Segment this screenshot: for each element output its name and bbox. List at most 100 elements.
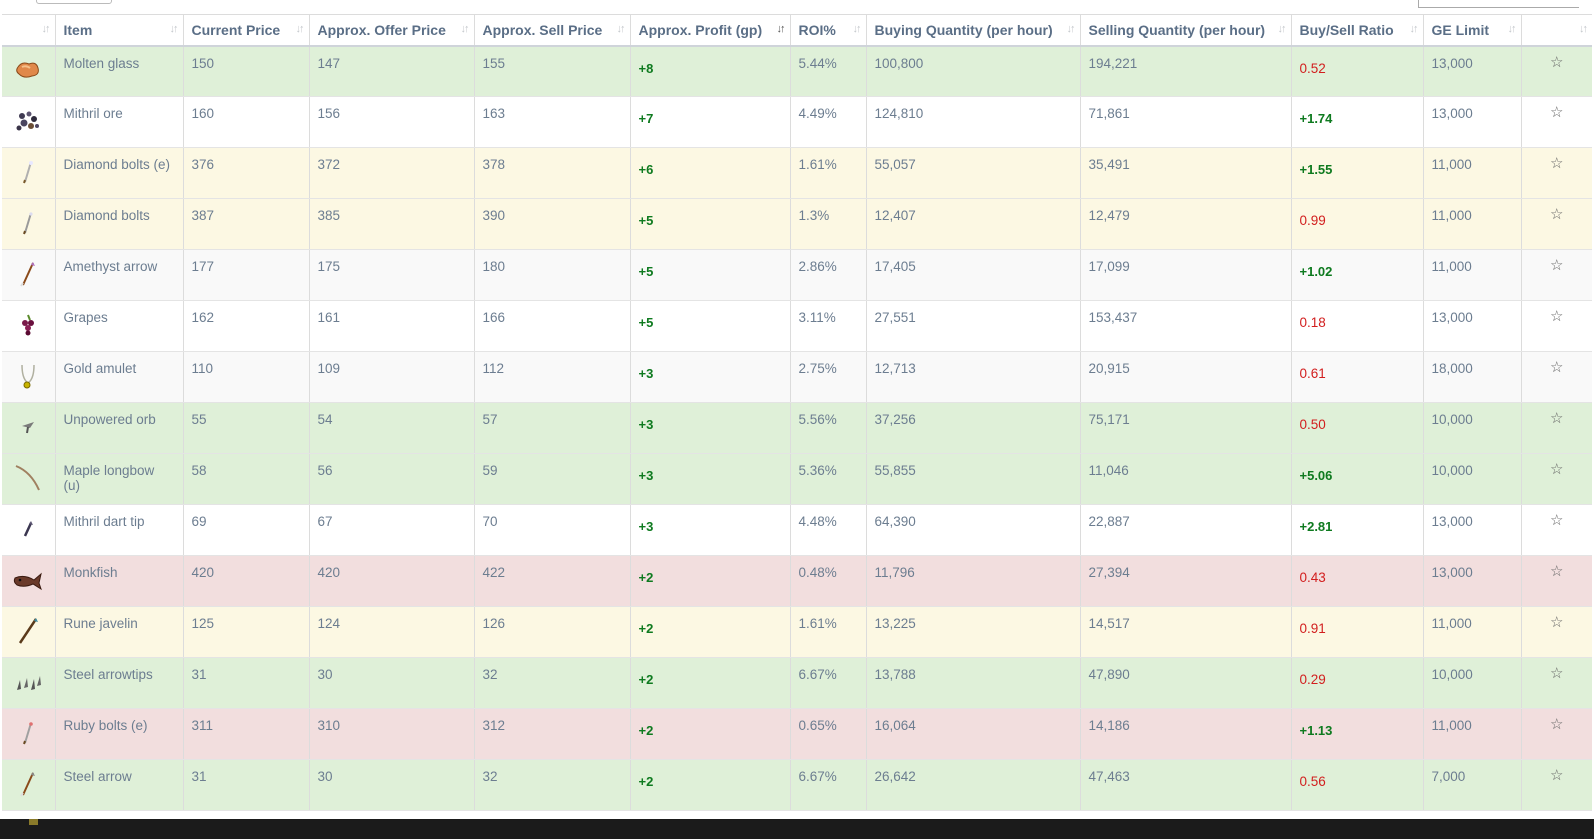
column-header-buying-quantity[interactable]: Buying Quantity (per hour) ↓↑ (866, 14, 1081, 47)
item-name[interactable]: Mithril ore (55, 96, 184, 148)
star-outline-icon[interactable]: ☆ (1521, 708, 1592, 760)
star-outline-icon[interactable]: ☆ (1521, 555, 1592, 607)
table-row[interactable]: Diamond bolts (e) 376 372 378 +6 1.61% 55,057 3… (2, 147, 1592, 199)
table-row[interactable]: Diamond bolts 387 385 390 +5 1.3% 12,407 12,479… (2, 198, 1592, 250)
item-name[interactable]: Rune javelin (55, 606, 184, 658)
item-icon-cell (2, 402, 56, 454)
table-row[interactable]: Steel arrow 31 30 32 +2 6.67% 26,642 47,463 0.56… (2, 759, 1592, 811)
sort-arrows-icon[interactable]: ↓↑ (1579, 23, 1588, 35)
item-name[interactable]: Mithril dart tip (55, 504, 184, 556)
selling-quantity: 75,171 (1080, 402, 1292, 454)
current-price: 110 (183, 351, 310, 403)
item-icon-cell (2, 657, 56, 709)
table-row[interactable]: Monkfish 420 420 422 +2 0.48% 11,796 27,394 0.43… (2, 555, 1592, 607)
rune-javelin-icon (15, 616, 41, 649)
star-outline-icon[interactable]: ☆ (1521, 351, 1592, 403)
current-price: 162 (183, 300, 310, 352)
table-row[interactable]: Mithril ore 160 156 163 +7 4.49% 124,810 71,861… (2, 96, 1592, 148)
sell-price: 112 (474, 351, 631, 403)
sort-arrows-icon[interactable]: ↓↑ (295, 23, 305, 35)
star-outline-icon[interactable]: ☆ (1521, 300, 1592, 352)
selling-quantity: 47,890 (1080, 657, 1292, 709)
sort-arrows-icon[interactable]: ↓↑ (852, 23, 862, 35)
table-row[interactable]: Gold amulet 110 109 112 +3 2.75% 12,713 20,915 0… (2, 351, 1592, 403)
maple-longbow-u-icon (13, 462, 43, 497)
items-table: ↓↑ Item ↓↑ Current Price ↓↑ Approx. Offer … (2, 14, 1592, 811)
star-outline-icon[interactable]: ☆ (1521, 96, 1592, 148)
approx-profit: +2 (630, 708, 791, 760)
star-outline-icon[interactable]: ☆ (1521, 198, 1592, 250)
star-outline-icon[interactable]: ☆ (1521, 453, 1592, 505)
column-header-profit[interactable]: Approx. Profit (gp) ↓↑ (630, 14, 791, 47)
star-outline-icon[interactable]: ☆ (1521, 249, 1592, 301)
column-header-selling-quantity[interactable]: Selling Quantity (per hour) ↓↑ (1080, 14, 1292, 47)
table-row[interactable]: Mithril dart tip 69 67 70 +3 4.48% 64,390 22,88… (2, 504, 1592, 556)
star-outline-icon[interactable]: ☆ (1521, 45, 1592, 97)
ge-limit: 10,000 (1423, 453, 1522, 505)
item-name[interactable]: Steel arrowtips (55, 657, 184, 709)
table-row[interactable]: Ruby bolts (e) 311 310 312 +2 0.65% 16,064 14,1… (2, 708, 1592, 760)
sort-arrows-icon[interactable]: ↓↑ (460, 23, 470, 35)
table-row[interactable]: Rune javelin 125 124 126 +2 1.61% 13,225 14,517… (2, 606, 1592, 658)
column-header-ge-limit[interactable]: GE Limit ↓↑ (1423, 14, 1522, 47)
sell-price: 180 (474, 249, 631, 301)
item-name[interactable]: Unpowered orb (55, 402, 184, 454)
table-row[interactable]: Unpowered orb 55 54 57 +3 5.56% 37,256 75,171 0.… (2, 402, 1592, 454)
ge-limit: 7,000 (1423, 759, 1522, 811)
item-name[interactable]: Amethyst arrow (55, 249, 184, 301)
monkfish-icon (12, 568, 44, 595)
item-name[interactable]: Ruby bolts (e) (55, 708, 184, 760)
sort-arrows-icon[interactable]: ↓↑ (1409, 23, 1419, 35)
table-row[interactable]: Grapes 162 161 166 +5 3.11% 27,551 153,437 0.18 1… (2, 300, 1592, 352)
buying-quantity: 100,800 (866, 45, 1081, 97)
item-name[interactable]: Diamond bolts (e) (55, 147, 184, 199)
length-select-button[interactable] (36, 0, 112, 4)
table-row[interactable]: Steel arrowtips 31 30 32 +2 6.67% 13,788 47,890… (2, 657, 1592, 709)
selling-quantity: 35,491 (1080, 147, 1292, 199)
star-outline-icon[interactable]: ☆ (1521, 759, 1592, 811)
sell-price: 57 (474, 402, 631, 454)
unpowered-orb-icon (16, 416, 40, 441)
offer-price: 30 (309, 759, 475, 811)
item-name[interactable]: Steel arrow (55, 759, 184, 811)
table-row[interactable]: Molten glass 150 147 155 +8 5.44% 100,800 194,2… (2, 45, 1592, 97)
item-name[interactable]: Gold amulet (55, 351, 184, 403)
search-input[interactable] (1418, 0, 1579, 8)
table-row[interactable]: Maple longbow (u) 58 56 59 +3 5.36% 55,855 11,0… (2, 453, 1592, 505)
buying-quantity: 17,405 (866, 249, 1081, 301)
sell-price: 166 (474, 300, 631, 352)
sort-arrows-icon[interactable]: ↓↑ (169, 23, 179, 35)
item-name[interactable]: Molten glass (55, 45, 184, 97)
roi-percent: 5.36% (790, 453, 867, 505)
column-header-icon[interactable]: ↓↑ (2, 14, 56, 47)
buy-sell-ratio: 0.52 (1291, 45, 1424, 97)
mithril-ore-icon (14, 108, 42, 137)
column-header-favorite[interactable]: ↓↑ (1521, 14, 1592, 47)
sort-arrows-icon[interactable]: ↓↑ (616, 23, 626, 35)
item-name[interactable]: Maple longbow (u) (55, 453, 184, 505)
column-header-roi[interactable]: ROI% ↓↑ (790, 14, 867, 47)
star-outline-icon[interactable]: ☆ (1521, 504, 1592, 556)
column-header-buy-sell-ratio[interactable]: Buy/Sell Ratio ↓↑ (1291, 14, 1424, 47)
item-name[interactable]: Diamond bolts (55, 198, 184, 250)
sort-arrows-icon[interactable]: ↓↑ (1066, 23, 1076, 35)
sort-desc-icon[interactable]: ↓↑ (776, 23, 786, 35)
item-name[interactable]: Monkfish (55, 555, 184, 607)
offer-price: 124 (309, 606, 475, 658)
star-outline-icon[interactable]: ☆ (1521, 657, 1592, 709)
buying-quantity: 37,256 (866, 402, 1081, 454)
star-outline-icon[interactable]: ☆ (1521, 606, 1592, 658)
item-icon-cell (2, 96, 56, 148)
item-name[interactable]: Grapes (55, 300, 184, 352)
sort-arrows-icon[interactable]: ↓↑ (1507, 23, 1517, 35)
sort-arrows-icon[interactable]: ↓↑ (1277, 23, 1287, 35)
star-outline-icon[interactable]: ☆ (1521, 402, 1592, 454)
sell-price: 32 (474, 759, 631, 811)
sort-arrows-icon[interactable]: ↓↑ (41, 23, 51, 35)
column-header-current-price[interactable]: Current Price ↓↑ (183, 14, 310, 47)
column-header-sell-price[interactable]: Approx. Sell Price ↓↑ (474, 14, 631, 47)
star-outline-icon[interactable]: ☆ (1521, 147, 1592, 199)
column-header-offer-price[interactable]: Approx. Offer Price ↓↑ (309, 14, 475, 47)
table-row[interactable]: Amethyst arrow 177 175 180 +5 2.86% 17,405 17,0… (2, 249, 1592, 301)
column-header-item[interactable]: Item ↓↑ (55, 14, 184, 47)
